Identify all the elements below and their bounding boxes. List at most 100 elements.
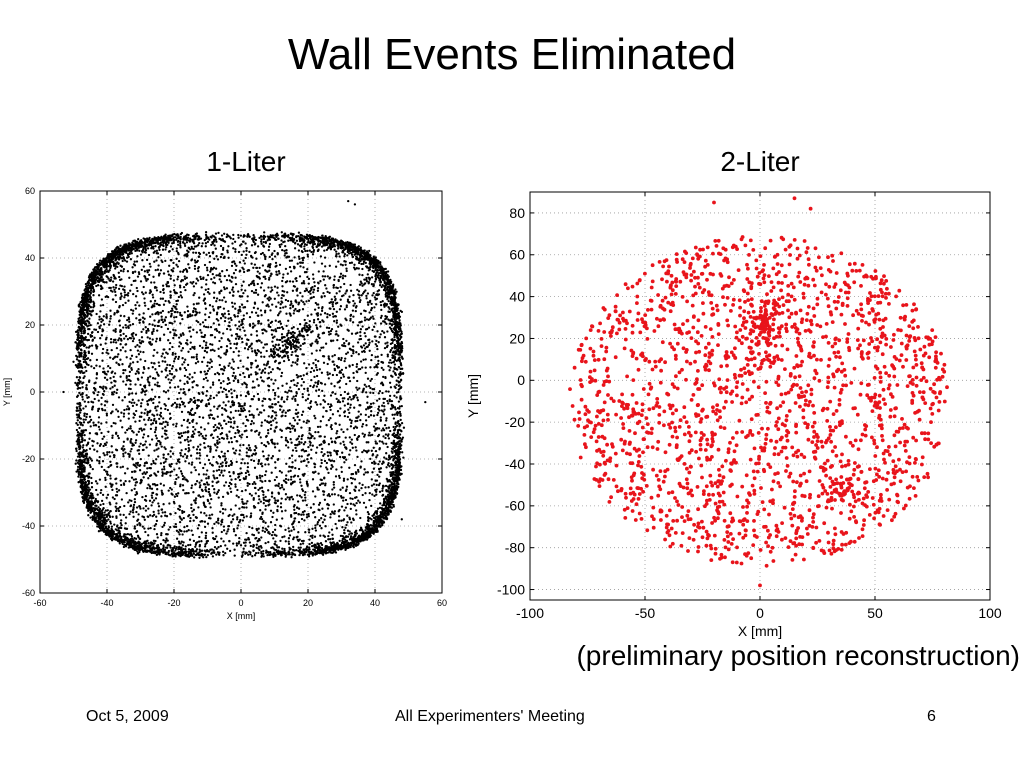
data-point xyxy=(211,348,214,351)
data-point xyxy=(250,366,253,369)
data-point xyxy=(194,545,197,548)
data-point xyxy=(365,297,368,300)
data-point xyxy=(250,458,253,462)
data-point xyxy=(251,280,254,283)
data-point xyxy=(247,392,250,395)
data-point xyxy=(147,483,150,486)
data-point xyxy=(364,371,367,375)
data-point xyxy=(271,414,274,418)
data-point xyxy=(234,248,237,251)
data-point xyxy=(345,289,349,292)
data-point xyxy=(269,521,273,524)
data-point xyxy=(364,449,367,453)
data-point xyxy=(133,260,136,263)
data-point xyxy=(268,242,272,246)
data-point xyxy=(313,281,316,284)
data-point xyxy=(369,308,373,312)
data-point xyxy=(385,419,388,422)
data-point xyxy=(350,354,353,358)
data-point xyxy=(213,372,217,376)
data-point xyxy=(228,291,232,294)
data-point xyxy=(104,485,107,488)
data-point xyxy=(228,539,231,543)
data-point xyxy=(302,513,305,516)
data-point xyxy=(83,439,87,442)
data-point xyxy=(284,411,287,414)
data-point xyxy=(243,262,246,265)
data-point xyxy=(91,467,94,471)
data-point xyxy=(233,420,236,423)
data-point xyxy=(143,412,146,415)
data-point xyxy=(121,363,124,366)
data-point xyxy=(243,347,247,350)
data-point xyxy=(130,489,133,492)
data-point xyxy=(252,497,255,500)
data-point xyxy=(153,324,157,327)
data-point xyxy=(277,301,280,304)
data-point xyxy=(318,368,321,371)
data-point xyxy=(345,485,349,488)
data-point xyxy=(264,269,267,272)
data-point xyxy=(361,366,364,369)
data-point xyxy=(379,333,382,336)
data-point xyxy=(290,379,293,383)
data-point xyxy=(253,251,257,255)
data-point xyxy=(378,490,382,493)
data-point xyxy=(231,288,234,291)
data-point xyxy=(393,394,396,397)
data-point xyxy=(206,369,210,373)
data-point xyxy=(206,240,210,244)
data-point xyxy=(99,343,102,346)
data-point xyxy=(322,454,325,457)
data-point xyxy=(296,500,300,503)
data-point xyxy=(229,490,233,494)
data-point xyxy=(134,464,137,468)
data-point xyxy=(88,379,91,382)
data-point xyxy=(303,318,306,322)
data-point xyxy=(281,276,285,279)
data-point xyxy=(257,339,260,342)
data-point xyxy=(218,474,221,477)
data-point xyxy=(224,300,227,303)
data-point xyxy=(385,452,388,455)
data-point xyxy=(312,277,315,280)
data-point xyxy=(205,283,208,286)
data-point xyxy=(122,440,126,443)
data-point xyxy=(238,413,241,417)
data-point xyxy=(209,342,212,346)
data-point xyxy=(300,460,303,463)
data-point xyxy=(88,447,92,450)
data-point xyxy=(343,410,347,413)
data-point xyxy=(306,275,309,279)
data-point xyxy=(83,414,86,417)
data-point xyxy=(245,247,248,250)
data-point xyxy=(310,378,313,382)
data-point xyxy=(374,427,377,430)
data-point xyxy=(291,449,295,452)
data-point xyxy=(111,290,114,293)
data-point xyxy=(127,501,130,504)
data-point xyxy=(319,381,322,385)
data-point xyxy=(257,413,260,416)
data-point xyxy=(299,374,302,378)
data-point xyxy=(213,349,216,352)
data-point xyxy=(327,402,330,406)
data-point xyxy=(141,495,144,499)
data-point xyxy=(102,435,106,438)
data-point xyxy=(218,456,222,459)
data-point xyxy=(238,520,241,523)
data-point xyxy=(284,477,288,481)
data-point xyxy=(356,288,359,292)
data-point xyxy=(344,344,347,348)
data-point xyxy=(230,461,234,465)
data-point xyxy=(307,363,311,366)
data-point xyxy=(239,444,242,447)
data-point xyxy=(317,508,320,511)
data-point xyxy=(384,342,387,345)
data-point xyxy=(335,310,338,313)
data-point xyxy=(161,492,164,496)
data-point xyxy=(89,465,92,469)
data-point xyxy=(284,414,287,418)
data-point xyxy=(248,324,252,327)
data-points xyxy=(62,199,427,559)
